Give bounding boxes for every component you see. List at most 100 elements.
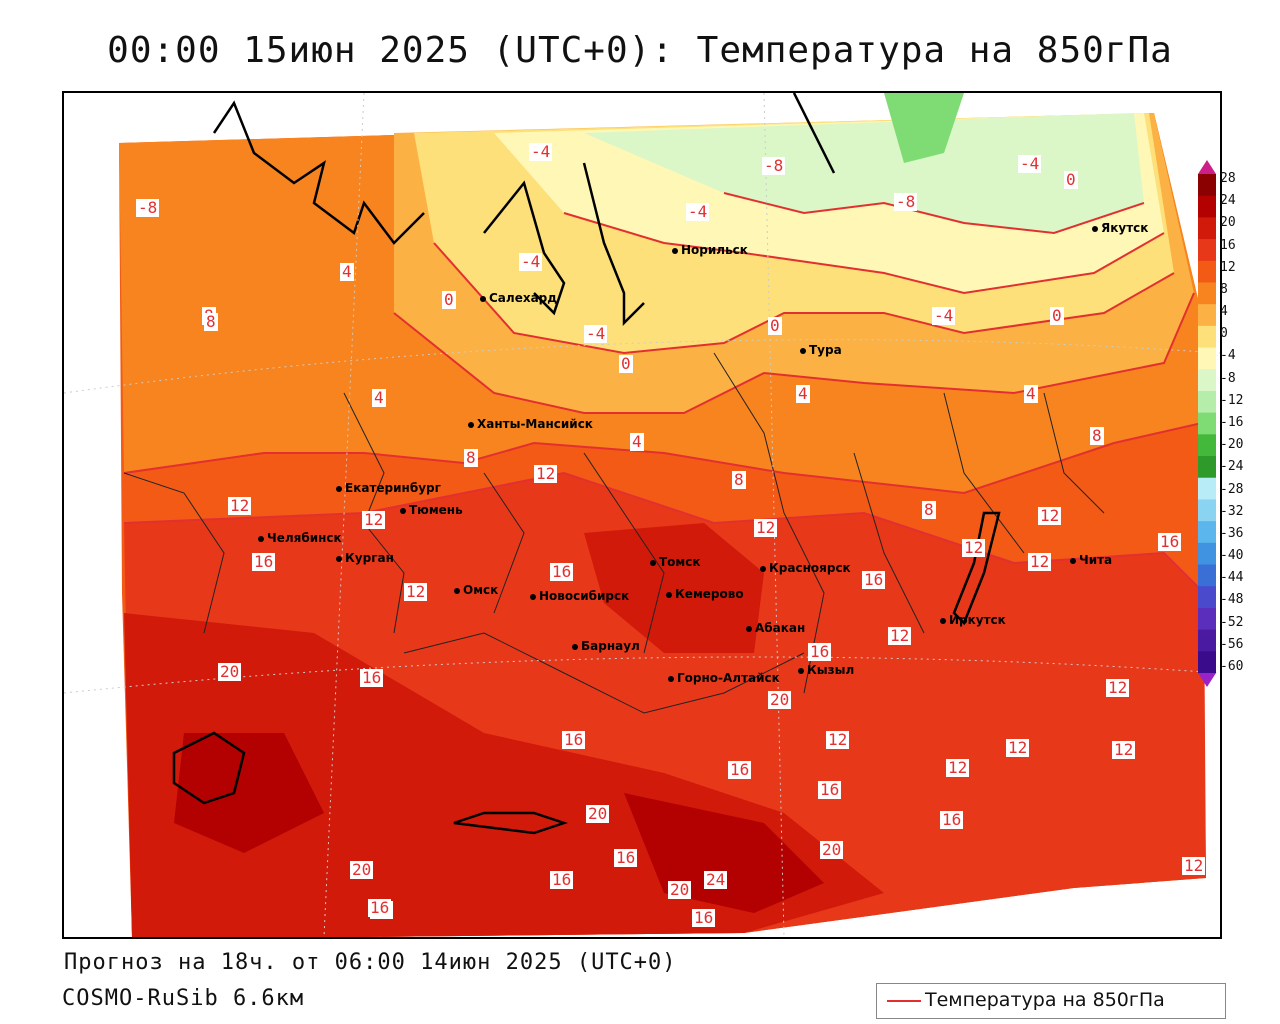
coastlines	[172, 93, 1001, 835]
colorbar-segment	[1198, 629, 1216, 652]
colorbar-tick-label: -12	[1220, 392, 1244, 408]
contour-label: 16	[692, 908, 716, 927]
colorbar-segment	[1198, 499, 1216, 522]
forecast-info: Прогноз на 18ч. от 06:00 14июн 2025 (UTC…	[64, 950, 677, 975]
contour-label: -4	[1018, 154, 1042, 173]
colorbar-top-arrow	[1198, 160, 1216, 174]
colorbar-bottom-arrow	[1198, 673, 1216, 687]
colorbar-tick-label: -48	[1220, 592, 1244, 608]
contour-label: 24	[704, 870, 728, 889]
contour-label: 8	[1090, 426, 1104, 445]
city-krasnoyarsk: Красноярск	[760, 561, 851, 575]
graticule	[64, 93, 1220, 937]
contour-label: 20	[586, 804, 610, 823]
contour-label: 16	[728, 760, 752, 779]
colorbar-segment	[1198, 456, 1216, 479]
city-dot-icon	[666, 591, 672, 598]
field-zone-minus12	[884, 93, 964, 163]
city-tyumen: Тюмень	[400, 503, 463, 517]
colorbar-segment	[1198, 564, 1216, 587]
colorbar-tick-label: -36	[1220, 525, 1244, 541]
contour-label: 12	[1182, 856, 1206, 875]
colorbar-segment	[1198, 174, 1216, 197]
city-dot-icon	[530, 593, 536, 600]
colorbar-segment	[1198, 239, 1216, 262]
city-dot-icon	[798, 667, 804, 674]
colorbar-tick-label: 4	[1220, 304, 1228, 320]
colorbar-segment	[1198, 195, 1216, 218]
contour-label: 12	[946, 758, 970, 777]
city-dot-icon	[672, 247, 678, 254]
contour-label: 4	[1024, 384, 1038, 403]
city-dot-icon	[336, 555, 342, 562]
colorbar-tick-label: -28	[1220, 481, 1244, 497]
contour-label: 12	[754, 518, 778, 537]
contour-label: 4	[630, 432, 644, 451]
colorbar-tick-label: 28	[1220, 171, 1236, 186]
contour-label: 20	[668, 880, 692, 899]
contour-label: 12	[962, 538, 986, 557]
colorbar-segment	[1198, 412, 1216, 435]
contour-label: 4	[796, 384, 810, 403]
city-dot-icon	[336, 485, 342, 492]
city-novosibirsk: Новосибирск	[530, 589, 629, 603]
contour-label: 12	[1006, 738, 1030, 757]
colorbar-tick-label: -24	[1220, 459, 1244, 475]
city-salekhard: Салехард	[480, 291, 557, 305]
city-dot-icon	[668, 675, 674, 682]
contour-label: 12	[404, 582, 428, 601]
contour-label: -4	[584, 324, 608, 343]
city-dot-icon	[800, 347, 806, 354]
colorbar-tick-label: -32	[1220, 503, 1244, 519]
city-tomsk: Томск	[650, 555, 701, 569]
contour-label: 16	[818, 780, 842, 799]
contour-label: -4	[529, 142, 553, 161]
colorbar-tick-label: 16	[1220, 237, 1236, 253]
colorbar-segment	[1198, 390, 1216, 414]
colorbar-tick-label: -8	[1220, 370, 1236, 386]
contour-label: 0	[768, 316, 782, 335]
chart-title: 00:00 15июн 2025 (UTC+0): Температура на…	[107, 30, 1173, 71]
contour-label: 4	[372, 388, 386, 407]
city-dot-icon	[572, 643, 578, 650]
colorbar-segment	[1198, 282, 1216, 305]
city-yekaterinburg: Екатеринбург	[336, 481, 441, 495]
contour-label: 8	[732, 470, 746, 489]
city-dot-icon	[650, 559, 656, 566]
contour-label: 20	[218, 662, 242, 681]
city-kyzyl: Кызыл	[798, 663, 854, 677]
contour-label: 20	[350, 860, 374, 879]
contour-label: 16	[360, 668, 384, 687]
city-dot-icon	[454, 587, 460, 594]
city-kemerovo: Кемерово	[666, 587, 744, 601]
contour-label: -4	[932, 306, 956, 325]
city-chelyabinsk: Челябинск	[258, 531, 342, 545]
contour-label: 0	[1050, 306, 1064, 325]
contour-label: -4	[686, 202, 710, 221]
city-khanty-mansiysk: Ханты-Мансийск	[468, 417, 593, 431]
contour-label: -8	[894, 192, 918, 211]
contour-label: 16	[368, 898, 392, 917]
city-dot-icon	[258, 535, 264, 542]
colorbar-tick-label: -4	[1220, 348, 1236, 364]
contour-label: 8	[464, 448, 478, 467]
contour-label: 16	[550, 870, 574, 889]
contour-label: 12	[888, 626, 912, 645]
contour-label: 12	[1038, 506, 1062, 525]
city-chita: Чита	[1070, 553, 1112, 567]
city-gorno-altaysk: Горно-Алтайск	[668, 671, 780, 685]
contour-label: 0	[1064, 170, 1078, 189]
colorbar-segment	[1198, 217, 1216, 240]
contour-label: 0	[619, 354, 633, 373]
temperature-map[interactable]: Якутск Норильск Салехард Тура Ханты-Манс…	[62, 91, 1222, 939]
colorbar-tick-label: -56	[1220, 636, 1244, 652]
city-dot-icon	[746, 625, 752, 632]
colorbar-tick-label: 12	[1220, 259, 1236, 275]
colorbar-segment	[1198, 325, 1216, 349]
contour-label: 16	[940, 810, 964, 829]
city-dot-icon	[468, 421, 474, 428]
colorbar-tick-label: 20	[1220, 215, 1236, 231]
colorbar-tick-label: 8	[1220, 281, 1228, 297]
contour-label: 12	[826, 730, 850, 749]
legend-line-icon	[887, 1000, 921, 1002]
